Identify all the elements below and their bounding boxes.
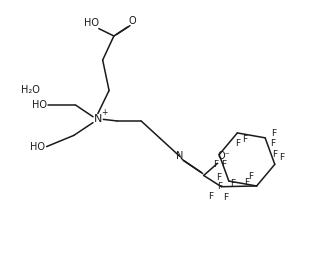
Text: O⁻: O⁻ (217, 151, 230, 161)
Text: F: F (235, 139, 240, 148)
Text: F: F (272, 150, 277, 159)
Text: HO: HO (84, 18, 99, 27)
Text: N: N (176, 151, 183, 161)
Text: F: F (217, 182, 223, 191)
Text: F: F (244, 178, 249, 187)
Text: F: F (209, 192, 214, 201)
Text: F: F (271, 139, 276, 148)
Text: HO: HO (30, 142, 45, 152)
Text: F: F (272, 130, 277, 138)
Text: F: F (242, 135, 247, 144)
Text: N: N (94, 114, 102, 124)
Text: F: F (248, 173, 253, 181)
Text: +: + (101, 108, 108, 117)
Text: HO: HO (32, 100, 47, 110)
Text: F: F (279, 153, 284, 162)
Text: O: O (129, 16, 136, 25)
Text: F: F (221, 160, 226, 169)
Text: H₂O: H₂O (21, 85, 40, 96)
Text: F: F (213, 160, 218, 169)
Text: F: F (230, 179, 235, 188)
Text: F: F (224, 193, 229, 202)
Text: F: F (216, 173, 221, 182)
